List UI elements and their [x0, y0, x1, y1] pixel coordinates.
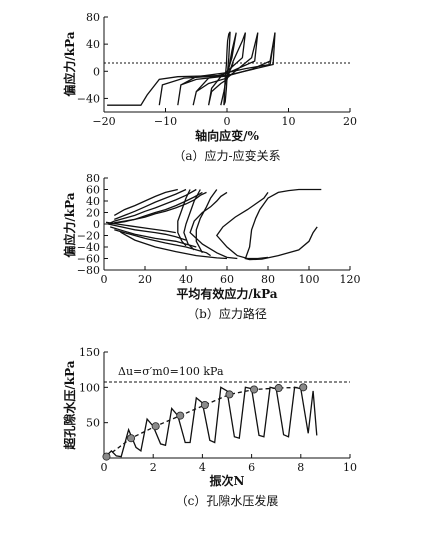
panel-b-series-line: [215, 192, 269, 260]
panel-c-trend-marker: [225, 390, 234, 399]
panel-c-ylabel: 超孔隙水压/kPa: [62, 360, 77, 450]
panel-b-series-line: [105, 221, 176, 234]
panel-a-series-line: [223, 31, 231, 106]
panel-b-series-line: [110, 226, 197, 248]
panel-a-ytick-label: 80: [86, 11, 100, 24]
panel-c-ytick-label: 50: [86, 417, 100, 430]
panel-c-ytick-label: 100: [79, 381, 100, 394]
panel-a-series-line: [220, 32, 237, 106]
panel-a-xtick-label: 20: [343, 115, 357, 128]
panel-a-ytick-label: −40: [77, 92, 100, 105]
panel-c-trend-marker: [299, 383, 308, 392]
panel-b-ytick-label: −40: [77, 241, 100, 254]
panel-c-trend-marker: [127, 434, 136, 443]
panel-b-series-line: [114, 188, 187, 221]
panel-c-trend-marker: [176, 411, 185, 420]
panel-b-ylabel: 偏应力/kPa: [62, 192, 77, 257]
panel-a-ytick-label: 40: [86, 38, 100, 51]
panel-c-pore-pressure: 超孔隙水压/kPa Δu=σ′m0=100 kPa 0 2 4 6 8 10 150 100…: [62, 346, 357, 508]
panel-b-caption: （b）应力路径: [187, 306, 267, 321]
panel-c-caption: （c）孔隙水压发展: [176, 493, 279, 508]
panel-a-xtick-label: −20: [92, 115, 115, 128]
panel-a-xtick-label: 10: [282, 115, 296, 128]
panel-b-ytick-label: 40: [86, 195, 100, 208]
panel-b-stress-path: 偏应力/kPa 0 20 40 60 80 100 120 806040200−20−40−…: [62, 172, 361, 321]
panel-b-xtick-label: 60: [220, 273, 234, 286]
panel-b-ytick-label: 0: [93, 218, 100, 231]
panel-a-xlabel: 轴向应变/%: [195, 128, 259, 143]
panel-c-xlabel: 振次N: [210, 473, 245, 488]
panel-b-xtick-label: 40: [179, 273, 193, 286]
panel-b-ytick-label: 60: [86, 184, 100, 197]
panel-b-series-line: [107, 188, 197, 225]
panel-c-ytick-label: 150: [79, 346, 100, 359]
panel-b-ytick-label: −60: [77, 253, 100, 266]
panel-c-xtick-label: 10: [343, 461, 357, 474]
panel-c-xtick-label: 0: [101, 461, 108, 474]
panel-b-series-line: [113, 188, 178, 216]
panel-c-xtick-label: 4: [199, 461, 206, 474]
panel-a-ytick-label: 0: [93, 65, 100, 78]
panel-b-ytick-label: −80: [77, 264, 100, 277]
panel-b-series-line: [244, 188, 322, 261]
panel-b-series-line: [110, 191, 203, 225]
panel-a-xtick-label: 0: [224, 115, 231, 128]
panel-b-series-line: [114, 229, 211, 257]
panel-b-ytick-label: 20: [86, 207, 100, 220]
panel-c-series-line: [103, 386, 318, 459]
panel-a-stress-strain: 偏应力/kPa −20 −10 0 10 20 80 40 0 −40 轴向应变/% （a）应…: [62, 11, 357, 163]
panel-a-xtick-label: −10: [154, 115, 177, 128]
panel-a-ylabel: 偏应力/kPa: [62, 31, 77, 96]
panel-b-series-line: [183, 189, 201, 251]
panel-c-xtick-label: 2: [150, 461, 157, 474]
panel-c-xtick-label: 6: [248, 461, 255, 474]
panel-c-trend-marker: [200, 400, 209, 409]
panel-b-series-line: [120, 231, 228, 260]
panel-a-series-line: [107, 64, 234, 106]
panel-c-xtick-label: 8: [297, 461, 304, 474]
panel-b-xtick-label: 100: [299, 273, 320, 286]
panel-a-caption: （a）应力-应变关系: [173, 148, 280, 163]
panel-c-trend-marker: [250, 385, 259, 394]
panel-c-trend-marker: [151, 422, 160, 431]
panel-a-series-line: [158, 32, 276, 106]
panel-b-ytick-label: 80: [86, 172, 100, 185]
panel-c-trend-marker: [274, 384, 283, 393]
panel-c-trend-marker: [102, 452, 111, 461]
panel-b-series-line: [189, 191, 238, 260]
panel-b-xlabel: 平均有效应力/kPa: [176, 286, 277, 301]
panel-b-series-line: [195, 189, 218, 254]
panel-b-series-line: [107, 223, 187, 241]
panel-b-xtick-label: 0: [101, 273, 108, 286]
panel-b-xtick-label: 120: [340, 273, 361, 286]
panel-b-ytick-label: −20: [77, 230, 100, 243]
panel-b-xtick-label: 20: [138, 273, 152, 286]
panel-b-xtick-label: 80: [261, 273, 275, 286]
panel-c-annotation: Δu=σ′m0=100 kPa: [118, 365, 224, 378]
panel-b-series-line: [177, 189, 191, 247]
